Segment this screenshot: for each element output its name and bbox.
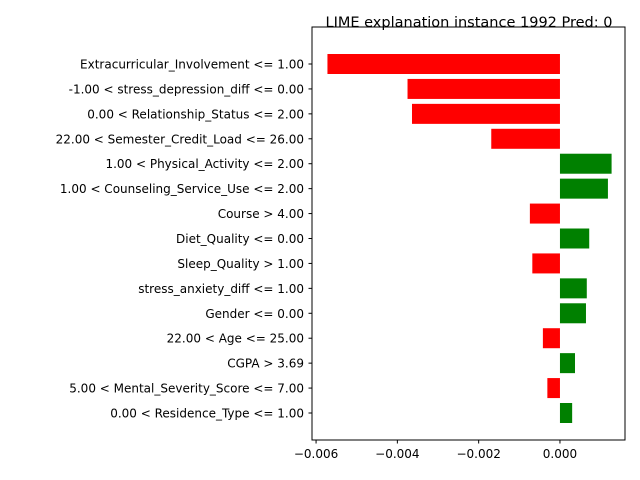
bar-11 <box>542 328 560 349</box>
x-tick-label: −0.004 <box>375 447 419 461</box>
axes-frame <box>311 26 626 441</box>
y-tick-label: stress_anxiety_diff <= 1.00 <box>138 282 304 296</box>
y-tick-label: 1.00 < Counseling_Service_Use <= 2.00 <box>60 182 304 196</box>
chart-title: LIME explanation instance 1992 Pred: 0 <box>326 15 613 31</box>
x-tick-label: 0.000 <box>543 447 577 461</box>
bar-14 <box>559 403 573 423</box>
bar-9 <box>559 278 587 299</box>
bar-5 <box>559 178 608 199</box>
y-tick-label: Gender <= 0.00 <box>205 307 304 321</box>
bar-0 <box>327 54 560 74</box>
bar-10 <box>559 303 586 324</box>
y-tick-label: 5.00 < Mental_Severity_Score <= 7.00 <box>69 382 304 396</box>
y-tick-label: 22.00 < Age <= 25.00 <box>167 332 304 346</box>
bar-2 <box>411 103 560 124</box>
x-tick-label: −0.002 <box>456 447 500 461</box>
y-tick-label: Course > 4.00 <box>218 207 304 221</box>
y-tick-label: Sleep_Quality > 1.00 <box>177 257 304 271</box>
bar-6 <box>529 203 560 224</box>
bar-1 <box>407 78 560 99</box>
y-tick-label: Extracurricular_Involvement <= 1.00 <box>80 58 304 72</box>
y-tick-label: -1.00 < stress_depression_diff <= 0.00 <box>69 82 304 96</box>
bar-7 <box>559 228 590 249</box>
bar-4 <box>559 153 612 174</box>
x-tick-label: −0.006 <box>294 447 338 461</box>
y-tick-label: 1.00 < Physical_Activity <= 2.00 <box>105 157 304 171</box>
y-tick-label: Diet_Quality <= 0.00 <box>176 232 304 246</box>
y-tick-label: 22.00 < Semester_Credit_Load <= 26.00 <box>56 132 304 146</box>
y-tick-label: CGPA > 3.69 <box>227 357 304 371</box>
y-tick-label: 0.00 < Residence_Type <= 1.00 <box>110 407 304 421</box>
bar-12 <box>559 353 576 374</box>
y-tick-label: 0.00 < Relationship_Status <= 2.00 <box>87 107 304 121</box>
bar-3 <box>491 128 560 149</box>
bar-13 <box>547 378 560 399</box>
bar-8 <box>532 253 560 274</box>
